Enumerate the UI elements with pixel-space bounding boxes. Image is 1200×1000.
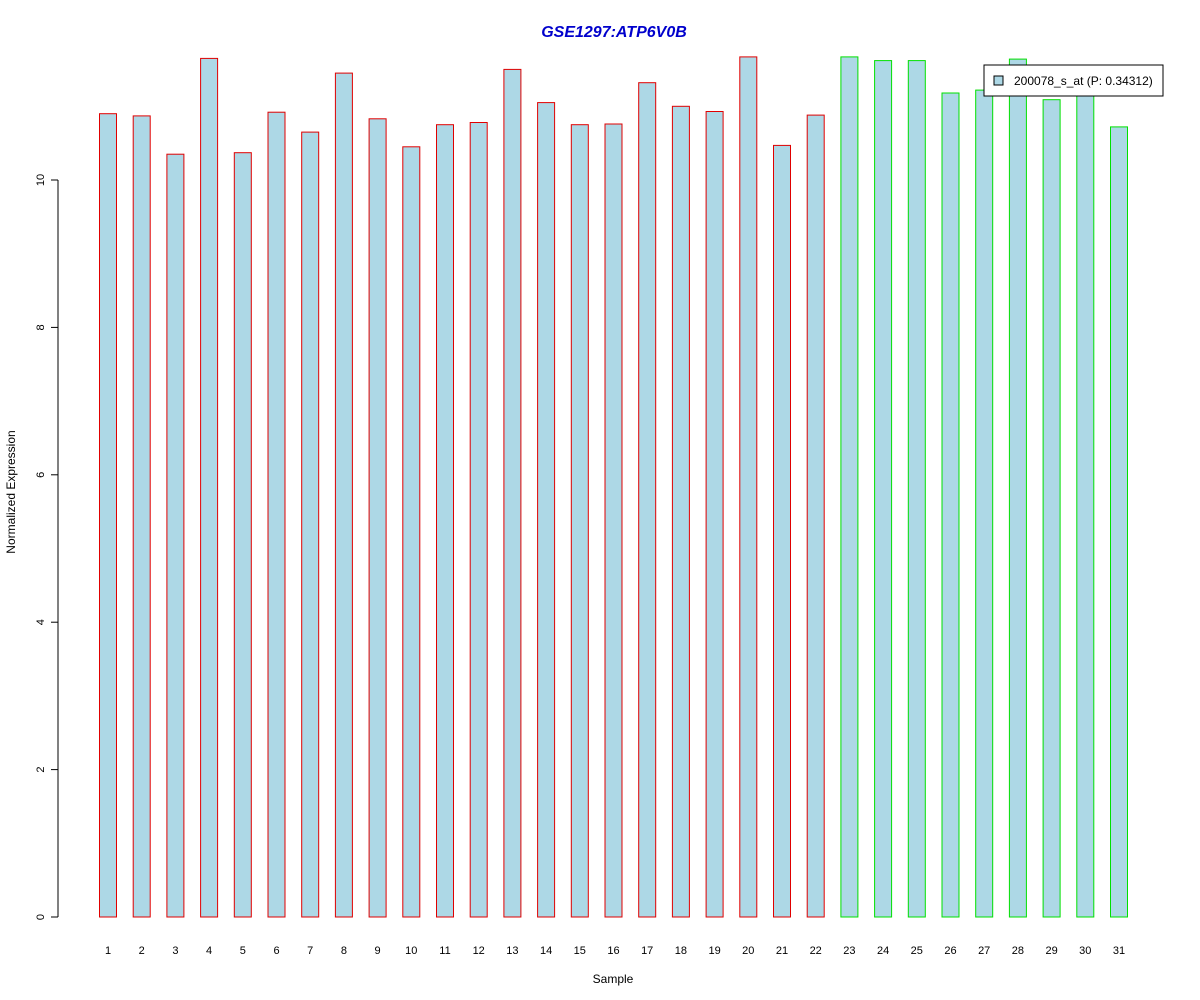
bar xyxy=(907,60,926,918)
bar xyxy=(200,57,219,918)
bar xyxy=(638,82,657,918)
bar xyxy=(570,124,589,918)
x-tick-label: 22 xyxy=(810,945,822,957)
y-tick-label: 10 xyxy=(35,174,47,186)
x-tick-label: 20 xyxy=(742,945,754,957)
bar xyxy=(436,124,454,918)
legend-label: 200078_s_at (P: 0.34312) xyxy=(1014,74,1153,88)
y-tick-label: 0 xyxy=(35,914,47,920)
x-tick-label: 23 xyxy=(843,945,855,957)
x-tick-label: 14 xyxy=(540,945,552,957)
bar xyxy=(773,144,791,918)
legend-swatch xyxy=(993,75,1004,86)
y-tick-label: 4 xyxy=(35,619,47,625)
bar xyxy=(233,152,252,918)
bar xyxy=(537,102,556,918)
x-tick-label: 28 xyxy=(1012,945,1024,957)
bar xyxy=(705,111,724,918)
bar xyxy=(132,115,151,918)
legend-box xyxy=(983,64,1164,97)
bar xyxy=(368,118,387,918)
x-tick-label: 26 xyxy=(944,945,956,957)
x-tick-label: 1 xyxy=(105,945,111,957)
bar xyxy=(1042,99,1061,918)
bar xyxy=(739,56,758,918)
bar xyxy=(1008,58,1027,918)
x-tick-label: 17 xyxy=(641,945,653,957)
bar xyxy=(1110,126,1128,918)
bar xyxy=(604,123,623,918)
x-tick-label: 13 xyxy=(506,945,518,957)
y-tick-label: 2 xyxy=(35,767,47,773)
x-tick-label: 19 xyxy=(708,945,720,957)
bar xyxy=(469,122,488,918)
y-axis-title: Normalized Expression xyxy=(4,430,18,553)
bar xyxy=(874,60,893,918)
x-tick-label: 11 xyxy=(439,945,450,957)
bar xyxy=(671,105,690,918)
x-tick-label: 27 xyxy=(978,945,990,957)
x-tick-label: 7 xyxy=(307,945,313,957)
bar xyxy=(503,68,522,918)
x-tick-label: 30 xyxy=(1079,945,1091,957)
x-axis-title: Sample xyxy=(593,972,634,986)
x-tick-label: 6 xyxy=(273,945,279,957)
x-tick-label: 25 xyxy=(911,945,923,957)
x-tick-label: 3 xyxy=(172,945,178,957)
bar xyxy=(941,92,960,918)
x-tick-labels: 1 2 3 4 5 6 7 8 9 10 11 12 13 14 15 16 17 18 19 20 21 22 23 24 2… xyxy=(105,945,1125,957)
x-tick-label: 8 xyxy=(341,945,347,957)
x-tick-label: 18 xyxy=(675,945,687,957)
y-axis: 0 2 4 6 8 10 xyxy=(35,174,59,920)
x-tick-label: 2 xyxy=(139,945,145,957)
bar xyxy=(99,113,117,918)
x-tick-label: 24 xyxy=(877,945,889,957)
x-tick-label: 5 xyxy=(240,945,246,957)
x-tick-label: 12 xyxy=(473,945,485,957)
legend: 200078_s_at (P: 0.34312) xyxy=(983,64,1164,97)
bar xyxy=(806,114,825,918)
bar xyxy=(975,89,994,918)
bar xyxy=(840,56,859,918)
x-tick-label: 21 xyxy=(776,945,788,957)
x-tick-label: 16 xyxy=(607,945,619,957)
x-tick-label: 4 xyxy=(206,945,212,957)
x-tick-label: 29 xyxy=(1045,945,1057,957)
bar xyxy=(166,153,185,918)
bar xyxy=(267,111,286,918)
y-tick-label: 8 xyxy=(35,324,47,330)
y-tick-label: 6 xyxy=(35,472,47,478)
bar xyxy=(334,72,353,918)
chart-title: GSE1297:ATP6V0B xyxy=(541,24,687,41)
bar xyxy=(402,146,421,918)
x-tick-label: 10 xyxy=(405,945,417,957)
x-tick-label: 15 xyxy=(574,945,586,957)
x-tick-label: 9 xyxy=(375,945,381,957)
bar xyxy=(1076,89,1095,918)
bar xyxy=(301,131,320,918)
bars-group xyxy=(99,56,1128,918)
x-tick-label: 31 xyxy=(1113,945,1125,957)
